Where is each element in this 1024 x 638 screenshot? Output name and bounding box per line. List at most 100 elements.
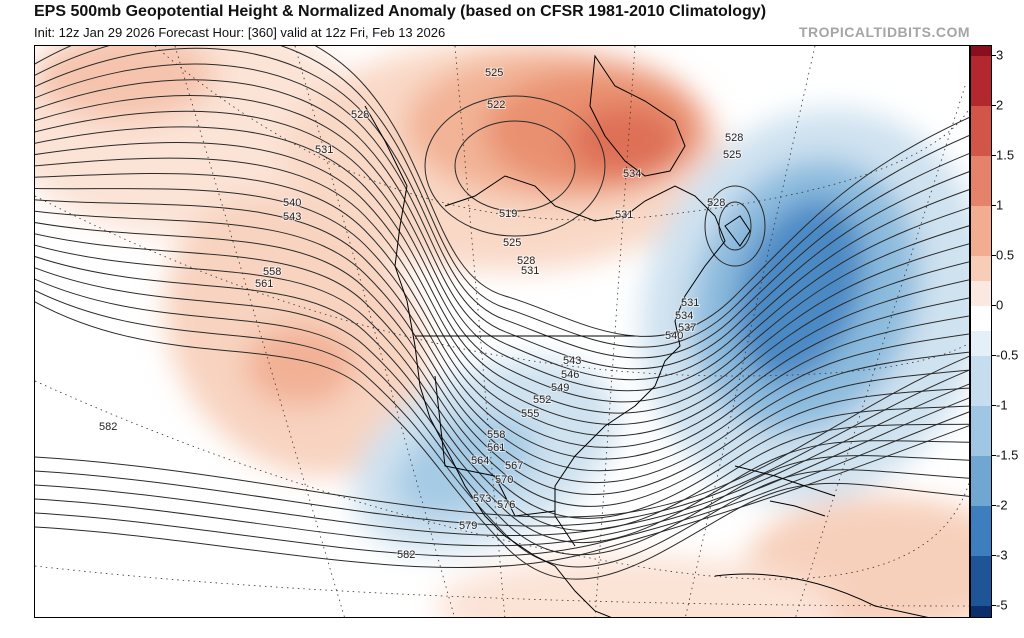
colorbar-tick-label: 2: [996, 97, 1004, 113]
colorbar-band: [971, 456, 991, 506]
northwest-atlantic-trough: [734, 199, 866, 383]
contour-label: 531: [681, 297, 699, 309]
colorbar-tick-label: -1.5: [996, 447, 1019, 463]
greenland-warm: [570, 106, 680, 176]
colorbar-band: [971, 206, 991, 256]
contour-label: 579: [459, 520, 477, 532]
colorbar-tick-mark: [992, 205, 996, 206]
height-contour-line: [35, 199, 969, 472]
contour-label: 576: [497, 499, 515, 511]
height-contour-line: [35, 46, 969, 348]
height-contour-line: [35, 369, 969, 527]
colorbar-tick-label: 1.5: [996, 147, 1015, 163]
contour-label: 540: [283, 197, 301, 209]
height-contour-line: [35, 256, 969, 531]
colorbar-band: [971, 506, 991, 556]
contour-label: 537: [678, 322, 696, 334]
colorbar-gradient: [971, 46, 991, 617]
contour-label: 558: [263, 266, 281, 278]
height-contour-line: [35, 290, 969, 568]
closed-low-contour: [424, 95, 606, 237]
height-contour-line: [35, 355, 969, 518]
colorbar-band: [971, 356, 991, 406]
contour-label: 522: [487, 99, 505, 111]
colorbar-tick-label: -0.5: [996, 347, 1019, 363]
contour-label: 567: [505, 460, 523, 472]
contour-label: 546: [561, 369, 579, 381]
init-forecast-subtitle: Init: 12z Jan 29 2026 Forecast Hour: [36…: [34, 25, 446, 40]
contour-label: 528: [517, 255, 535, 267]
contour-label: 528: [707, 197, 725, 209]
colorbar-band: [971, 306, 991, 331]
colorbar-band: [971, 281, 991, 306]
northeast-pacific-ridge: [245, 326, 355, 406]
colorbar-tick-mark: [992, 105, 996, 106]
contour-label: 561: [487, 442, 505, 454]
contour-label: 552: [533, 394, 551, 406]
height-contours: [35, 46, 969, 580]
colorbar-tick-label: -2: [996, 497, 1008, 513]
contour-label: 564: [471, 455, 489, 467]
height-contour-line: [35, 46, 969, 337]
contour-label: 558: [487, 429, 505, 441]
colorbar-tick-label: 0.5: [996, 247, 1015, 263]
contour-label: 582: [99, 421, 117, 433]
contour-label: 561: [255, 278, 273, 290]
height-contour-line: [35, 157, 969, 437]
colorbar-tick-mark: [992, 255, 996, 256]
contour-label: 555: [521, 408, 539, 420]
colorbar-tick-label: 3: [996, 47, 1004, 63]
contour-label: 543: [563, 355, 581, 367]
western-us-trough: [394, 414, 536, 518]
contour-label: 573: [473, 493, 491, 505]
contour-label: 540: [665, 330, 683, 342]
contour-label: 534: [675, 310, 693, 322]
colorbar-band: [971, 556, 991, 606]
height-contour-line: [35, 95, 969, 392]
contour-label: 582: [397, 549, 415, 561]
coastlines: [364, 54, 929, 617]
colorbar-tick-label: 0: [996, 297, 1004, 313]
colorbar-tick-label: -1: [996, 397, 1008, 413]
closed-low-contour: [454, 120, 576, 212]
colorbar-band: [971, 56, 991, 106]
height-contour-line: [35, 278, 969, 556]
contour-label: 531: [521, 265, 539, 277]
colorbar-band: [971, 606, 991, 617]
colorbar-tick-mark: [992, 355, 996, 356]
height-contour-line: [35, 110, 969, 403]
colorbar-tick-mark: [992, 155, 996, 156]
height-contour-line: [35, 210, 969, 484]
colorbar-tick-mark: [992, 455, 996, 456]
contour-label: 528: [725, 132, 743, 144]
contour-label: 525: [723, 149, 741, 161]
colorbar-band: [971, 406, 991, 456]
height-contour-line: [35, 397, 969, 547]
contour-label: 525: [485, 67, 503, 79]
colorbar-tick-mark: [992, 505, 996, 506]
colorbar-band: [971, 46, 991, 56]
colorbar-band: [971, 106, 991, 156]
contour-label: 525: [503, 237, 521, 249]
height-contour-line: [35, 63, 969, 370]
contour-label: 570: [495, 474, 513, 486]
colorbar-tick-mark: [992, 305, 996, 306]
contour-label: 543: [283, 211, 301, 223]
map-panel: 525 522 528 531 534 528 525 528 531 540 543 519 525 5…: [34, 45, 970, 618]
height-contour-line: [35, 126, 969, 414]
colorbar-tick-mark: [992, 605, 996, 606]
contour-label: 549: [551, 382, 569, 394]
anomaly-shading: [35, 46, 969, 617]
colorbar-band: [971, 331, 991, 356]
height-contour-line: [35, 233, 969, 507]
height-contour-line: [35, 383, 969, 537]
colorbar-tick-label: -3: [996, 547, 1008, 563]
height-contour-line: [35, 79, 969, 381]
height-contour-line: [35, 267, 969, 544]
height-contour-line: [35, 172, 969, 448]
colorbar-tick-label: -5: [996, 597, 1008, 613]
contour-label: 531: [315, 144, 333, 156]
source-credit: TROPICALTIDBITS.COM: [798, 24, 970, 40]
colorbar-tick-mark: [992, 55, 996, 56]
contour-label: 531: [615, 209, 633, 221]
